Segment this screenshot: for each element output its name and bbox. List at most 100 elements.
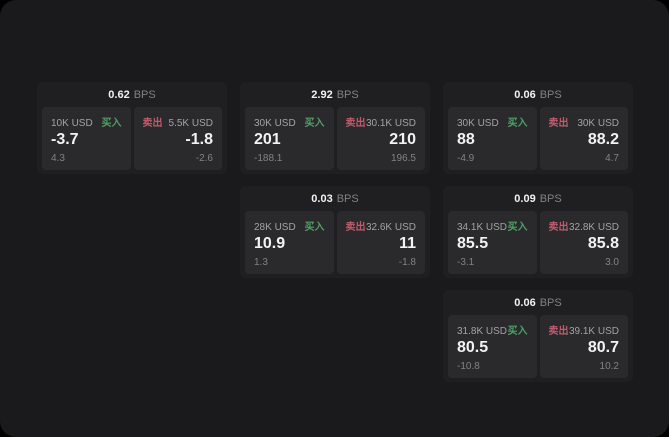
sell-quote-cell[interactable]: 卖出 32.8K USD 85.8 3.0 xyxy=(539,211,628,275)
quote-body: 10K USD 买入 -3.7 4.3 卖出 5.5K USD -1.8 -2.… xyxy=(37,107,227,174)
sell-size: 30.1K USD xyxy=(365,118,416,129)
sell-delta: 10.2 xyxy=(599,361,619,373)
sell-cell-header: 卖出 39.1K USD xyxy=(549,322,620,337)
buy-side-label: 买入 xyxy=(507,326,528,337)
sell-quote-cell[interactable]: 卖出 30K USD 88.2 4.7 xyxy=(539,107,628,171)
buy-size: 28K USD xyxy=(254,222,296,233)
bps-value: 0.06 xyxy=(514,88,536,101)
sell-price: 88.2 xyxy=(587,131,619,148)
sell-size: 32.8K USD xyxy=(568,222,619,233)
sell-price: -1.8 xyxy=(185,131,213,148)
sell-size: 39.1K USD xyxy=(568,326,619,337)
buy-side-label: 买入 xyxy=(507,222,528,233)
quote-card: 0.09 BPS 34.1K USD 买入 85.5 -3.1 卖出 32.8K… xyxy=(443,186,633,278)
buy-price: 80.5 xyxy=(457,339,489,356)
sell-delta: 4.7 xyxy=(605,153,619,165)
quote-card: 0.06 BPS 30K USD 买入 88 -4.9 卖出 30K USD xyxy=(443,82,633,174)
sell-cell-header: 卖出 30.1K USD xyxy=(346,114,417,129)
quote-card: 0.03 BPS 28K USD 买入 10.9 1.3 卖出 32.6K US… xyxy=(240,186,430,278)
quote-body: 28K USD 买入 10.9 1.3 卖出 32.6K USD 11 -1.8 xyxy=(240,211,430,278)
bps-value: 0.62 xyxy=(108,88,130,101)
buy-cell-header: 34.1K USD 买入 xyxy=(457,218,528,233)
buy-quote-cell[interactable]: 31.8K USD 买入 80.5 -10.8 xyxy=(448,315,537,379)
bps-header: 2.92 BPS xyxy=(240,82,430,107)
bps-header: 0.06 BPS xyxy=(443,82,633,107)
quote-card: 0.06 BPS 31.8K USD 买入 80.5 -10.8 卖出 39.1… xyxy=(443,290,633,382)
buy-cell-header: 28K USD 买入 xyxy=(254,218,325,233)
bps-header: 0.03 BPS xyxy=(240,186,430,211)
buy-delta: -10.8 xyxy=(457,361,480,373)
sell-delta: -2.6 xyxy=(195,153,213,165)
quote-card: 0.62 BPS 10K USD 买入 -3.7 4.3 卖出 5.5K USD xyxy=(37,82,227,174)
sell-delta: 3.0 xyxy=(605,257,619,269)
buy-price: 88 xyxy=(457,131,475,148)
sell-cell-header: 卖出 32.8K USD xyxy=(549,218,620,233)
buy-delta: -188.1 xyxy=(254,153,283,165)
quote-body: 30K USD 买入 88 -4.9 卖出 30K USD 88.2 4.7 xyxy=(443,107,633,174)
buy-side-label: 买入 xyxy=(101,118,122,129)
sell-size: 32.6K USD xyxy=(365,222,416,233)
sell-side-label: 卖出 xyxy=(548,118,569,129)
bps-unit-label: BPS xyxy=(336,192,359,205)
sell-cell-header: 卖出 30K USD xyxy=(549,114,620,129)
sell-price: 11 xyxy=(399,235,416,252)
sell-side-label: 卖出 xyxy=(548,222,569,233)
bps-value: 0.06 xyxy=(514,296,536,309)
buy-quote-cell[interactable]: 10K USD 买入 -3.7 4.3 xyxy=(42,107,131,171)
bps-header: 0.06 BPS xyxy=(443,290,633,315)
buy-size: 30K USD xyxy=(254,118,296,129)
buy-delta: -4.9 xyxy=(457,153,475,165)
bps-unit-label: BPS xyxy=(133,88,156,101)
buy-delta: 1.3 xyxy=(254,257,268,269)
buy-side-label: 买入 xyxy=(304,118,325,129)
bps-header: 0.09 BPS xyxy=(443,186,633,211)
buy-size: 34.1K USD xyxy=(457,222,508,233)
sell-cell-header: 卖出 5.5K USD xyxy=(143,114,214,129)
sell-quote-cell[interactable]: 卖出 32.6K USD 11 -1.8 xyxy=(336,211,425,275)
buy-price: -3.7 xyxy=(51,131,79,148)
sell-size: 5.5K USD xyxy=(168,118,213,129)
buy-price: 85.5 xyxy=(457,235,489,252)
buy-quote-cell[interactable]: 30K USD 买入 201 -188.1 xyxy=(245,107,334,171)
buy-delta: -3.1 xyxy=(457,257,475,269)
quote-body: 30K USD 买入 201 -188.1 卖出 30.1K USD 210 1… xyxy=(240,107,430,174)
buy-price: 201 xyxy=(254,131,281,148)
buy-size: 30K USD xyxy=(457,118,499,129)
buy-cell-header: 31.8K USD 买入 xyxy=(457,322,528,337)
bps-unit-label: BPS xyxy=(539,296,562,309)
buy-side-label: 买入 xyxy=(304,222,325,233)
sell-price: 80.7 xyxy=(587,339,619,356)
buy-quote-cell[interactable]: 28K USD 买入 10.9 1.3 xyxy=(245,211,334,275)
buy-size: 31.8K USD xyxy=(457,326,508,337)
buy-cell-header: 30K USD 买入 xyxy=(254,114,325,129)
sell-price: 85.8 xyxy=(587,235,619,252)
sell-price: 210 xyxy=(389,131,416,148)
bps-unit-label: BPS xyxy=(539,88,562,101)
bps-unit-label: BPS xyxy=(336,88,359,101)
sell-side-label: 卖出 xyxy=(345,118,366,129)
buy-quote-cell[interactable]: 30K USD 买入 88 -4.9 xyxy=(448,107,537,171)
bps-header: 0.62 BPS xyxy=(37,82,227,107)
sell-side-label: 卖出 xyxy=(345,222,366,233)
quote-grid: 0.62 BPS 10K USD 买入 -3.7 4.3 卖出 5.5K USD xyxy=(37,82,633,382)
quote-card: 2.92 BPS 30K USD 买入 201 -188.1 卖出 30.1K … xyxy=(240,82,430,174)
sell-quote-cell[interactable]: 卖出 5.5K USD -1.8 -2.6 xyxy=(133,107,222,171)
quote-body: 34.1K USD 买入 85.5 -3.1 卖出 32.8K USD 85.8… xyxy=(443,211,633,278)
sell-side-label: 卖出 xyxy=(142,118,163,129)
quote-body: 31.8K USD 买入 80.5 -10.8 卖出 39.1K USD 80.… xyxy=(443,315,633,382)
sell-cell-header: 卖出 32.6K USD xyxy=(346,218,417,233)
bps-value: 0.03 xyxy=(311,192,333,205)
buy-cell-header: 30K USD 买入 xyxy=(457,114,528,129)
sell-quote-cell[interactable]: 卖出 39.1K USD 80.7 10.2 xyxy=(539,315,628,379)
bps-value: 2.92 xyxy=(311,88,333,101)
sell-delta: 196.5 xyxy=(390,153,416,165)
buy-size: 10K USD xyxy=(51,118,93,129)
bps-value: 0.09 xyxy=(514,192,536,205)
buy-side-label: 买入 xyxy=(507,118,528,129)
buy-delta: 4.3 xyxy=(51,153,65,165)
bps-unit-label: BPS xyxy=(539,192,562,205)
buy-cell-header: 10K USD 买入 xyxy=(51,114,122,129)
buy-quote-cell[interactable]: 34.1K USD 买入 85.5 -3.1 xyxy=(448,211,537,275)
sell-quote-cell[interactable]: 卖出 30.1K USD 210 196.5 xyxy=(336,107,425,171)
